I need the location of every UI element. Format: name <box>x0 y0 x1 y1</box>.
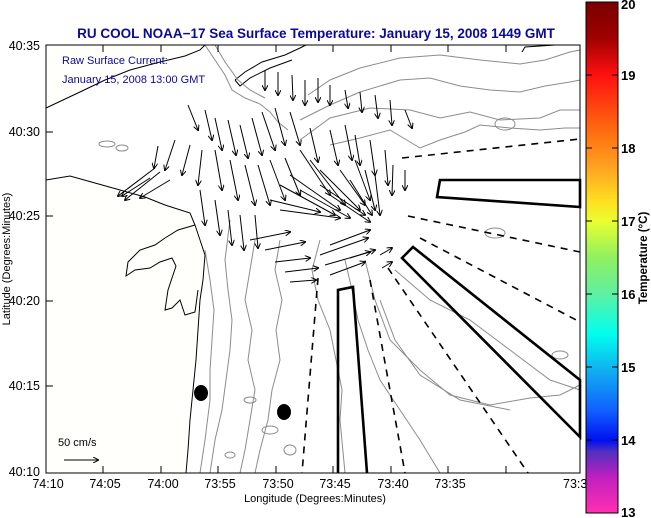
x-tick-label: 73:35 <box>434 477 465 491</box>
x-tick-label: 74:10 <box>32 477 63 491</box>
colorbar-tick-label: 17 <box>621 214 635 229</box>
colorbar-tick-label: 19 <box>621 68 635 83</box>
marker-dot-1 <box>194 385 208 401</box>
x-tick-label: 74:05 <box>89 477 120 491</box>
figure-title: RU COOL NOAA−17 Sea Surface Temperature:… <box>77 26 556 41</box>
land-mass-south <box>45 175 206 474</box>
plot-area: Raw Surface Current: January 15, 2008 13… <box>45 44 582 474</box>
plot-frame <box>45 44 581 474</box>
y-tick-label: 40:25 <box>9 209 40 223</box>
x-tick-label: 73:40 <box>377 477 408 491</box>
x-tick-label: 73:50 <box>262 477 293 491</box>
colorbar-tick-label: 15 <box>621 360 635 375</box>
x-tick-label: 73:3 <box>563 477 587 491</box>
colorbar-gradient <box>585 1 619 514</box>
scale-label: 50 cm/s <box>58 437 97 449</box>
colorbar-tick-label: 16 <box>621 287 635 302</box>
x-axis-label: Longitude (Degrees:Minutes) <box>244 493 386 505</box>
y-ticks <box>46 131 53 387</box>
legend-line-1: Raw Surface Current: <box>62 55 168 67</box>
x-ticks <box>45 45 507 473</box>
colorbar: 20 19 18 17 16 15 14 13 Temperature (°C) <box>585 0 650 518</box>
y-tick-label: 40:35 <box>9 39 40 53</box>
colorbar-tick-label: 14 <box>621 433 636 448</box>
y-tick-label: 40:10 <box>9 465 40 479</box>
colorbar-tick-label: 18 <box>621 141 635 156</box>
y-axis-label: Latitude (Degrees:Minutes) <box>1 193 13 326</box>
coastline-inlet <box>125 224 199 316</box>
x-tick-label: 74:00 <box>147 477 178 491</box>
legend-line-2: January 15, 2008 13:00 GMT <box>62 74 205 86</box>
colorbar-ticks <box>586 74 618 441</box>
x-tick-label: 73:45 <box>319 477 350 491</box>
marker-dot-2 <box>277 404 291 420</box>
x-tick-label: 73:55 <box>204 477 235 491</box>
y-tick-label: 40:30 <box>9 125 40 139</box>
colorbar-tick-label: 20 <box>621 0 635 12</box>
coastline-north <box>234 44 307 87</box>
current-vectors <box>118 70 412 282</box>
y-tick-label: 40:15 <box>9 379 40 393</box>
colorbar-label: Temperature (°C) <box>638 212 650 305</box>
y-tick-label: 40:20 <box>9 294 40 308</box>
colorbar-tick-label: 13 <box>621 505 635 518</box>
bathymetry-contours <box>98 44 581 474</box>
dashed-lines <box>301 138 581 474</box>
